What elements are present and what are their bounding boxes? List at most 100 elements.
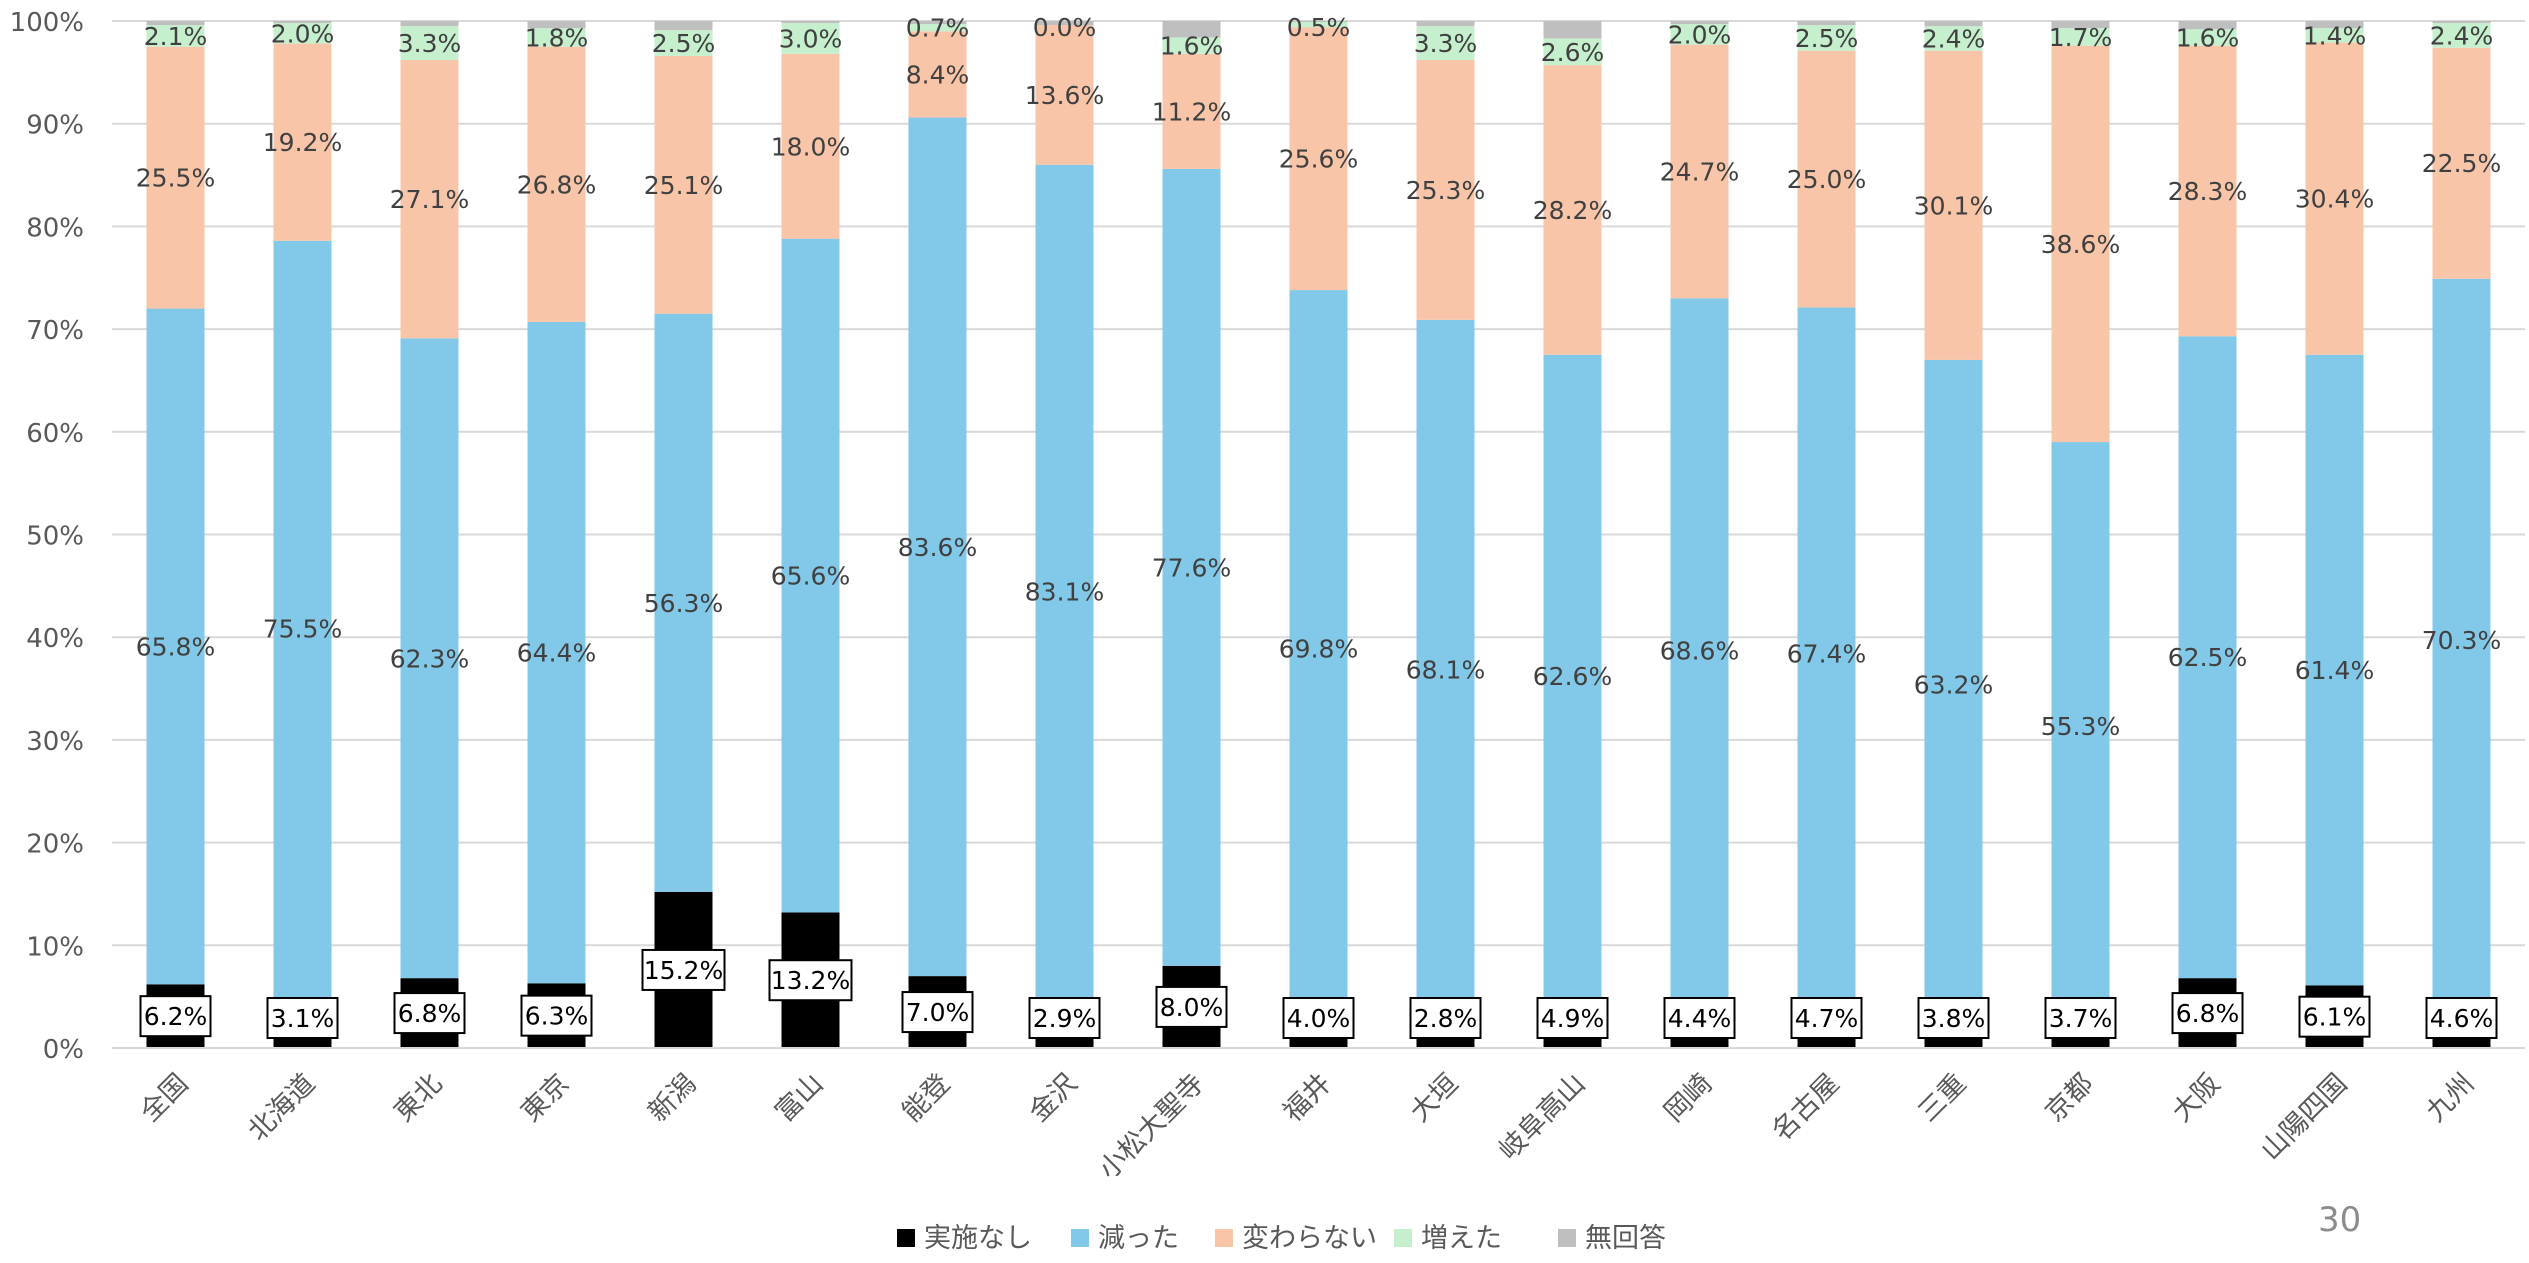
bar-segment bbox=[2178, 21, 2237, 30]
data-label: 4.9% bbox=[1541, 1004, 1605, 1033]
data-label: 2.4% bbox=[1922, 24, 1986, 53]
data-label-box bbox=[266, 997, 339, 1039]
x-tick-label: 小松大聖寺 bbox=[1093, 1068, 1210, 1185]
page-number: 30 bbox=[2318, 1200, 2362, 1240]
data-label: 6.8% bbox=[2176, 999, 2240, 1028]
data-label: 1.4% bbox=[2303, 21, 2367, 50]
data-label: 70.3% bbox=[2422, 626, 2501, 655]
bar-segment bbox=[2051, 442, 2110, 1011]
legend-label: 変わらない bbox=[1242, 1223, 1377, 1254]
data-label: 3.1% bbox=[271, 1004, 335, 1033]
x-tick-label: 福井 bbox=[1277, 1068, 1337, 1128]
data-label: 22.5% bbox=[2422, 149, 2501, 178]
bar-segment bbox=[146, 46, 205, 309]
data-label: 62.3% bbox=[390, 644, 469, 673]
data-label-box bbox=[393, 992, 466, 1035]
bar-segment bbox=[400, 26, 459, 61]
data-label: 3.7% bbox=[2049, 1004, 2113, 1033]
data-label: 1.7% bbox=[2049, 23, 2113, 52]
data-label: 68.1% bbox=[1406, 656, 1485, 685]
data-label: 2.0% bbox=[271, 19, 335, 48]
bar-segment bbox=[1670, 21, 1729, 25]
data-label: 25.6% bbox=[1279, 145, 1358, 174]
x-tick-label: 全国 bbox=[134, 1068, 194, 1128]
data-label: 62.5% bbox=[2168, 643, 2247, 672]
x-tick-label: 富山 bbox=[769, 1068, 829, 1128]
y-tick-label: 80% bbox=[26, 213, 84, 243]
data-label: 2.4% bbox=[2430, 21, 2494, 50]
data-label-box bbox=[1790, 997, 1863, 1039]
data-label: 83.1% bbox=[1025, 577, 1104, 606]
data-label: 2.6% bbox=[1541, 38, 1605, 67]
bar-segment bbox=[1670, 44, 1729, 299]
data-label: 25.0% bbox=[1787, 165, 1866, 194]
data-label: 2.9% bbox=[1033, 1004, 1097, 1033]
data-label: 56.3% bbox=[644, 589, 723, 618]
legend-swatch bbox=[897, 1229, 915, 1247]
data-label: 19.2% bbox=[263, 128, 342, 157]
data-label-box bbox=[1409, 997, 1482, 1039]
bar-segment bbox=[781, 23, 840, 54]
x-tick-label: 東北 bbox=[388, 1068, 448, 1128]
bar-segment bbox=[273, 21, 332, 24]
bar-segment bbox=[654, 313, 713, 892]
x-tick-label: 東京 bbox=[515, 1068, 575, 1128]
bar-segment bbox=[2305, 21, 2364, 29]
data-label: 13.2% bbox=[771, 966, 850, 995]
bar-segment bbox=[1289, 290, 1348, 1007]
bar-segment bbox=[1035, 21, 1094, 26]
y-tick-label: 20% bbox=[26, 830, 84, 860]
bar-segment bbox=[1035, 25, 1094, 165]
data-label: 4.4% bbox=[1668, 1004, 1732, 1033]
data-label: 0.0% bbox=[1033, 13, 1097, 42]
bar-segment bbox=[908, 117, 967, 977]
x-tick-label: 九州 bbox=[2420, 1068, 2480, 1128]
data-label: 6.3% bbox=[525, 1002, 589, 1031]
data-label: 4.6% bbox=[2430, 1004, 2494, 1033]
data-label: 0.7% bbox=[906, 14, 970, 43]
bar-segment bbox=[654, 21, 713, 31]
bar-segment bbox=[1035, 164, 1094, 1019]
data-label: 83.6% bbox=[898, 533, 977, 562]
bar-segment bbox=[527, 46, 586, 322]
bar-segment bbox=[1797, 21, 1856, 26]
data-label: 1.6% bbox=[1160, 32, 1224, 61]
data-label: 3.0% bbox=[779, 24, 843, 53]
x-tick-label: 三重 bbox=[1912, 1068, 1972, 1128]
bar-segment bbox=[1416, 319, 1475, 1020]
data-label: 64.4% bbox=[517, 639, 596, 668]
data-label: 0.5% bbox=[1287, 13, 1351, 42]
bar-segment bbox=[781, 53, 840, 239]
data-label: 18.0% bbox=[771, 132, 850, 161]
data-label: 28.2% bbox=[1533, 196, 1612, 225]
data-label: 55.3% bbox=[2041, 712, 2120, 741]
data-label: 2.0% bbox=[1668, 20, 1732, 49]
data-label: 65.6% bbox=[771, 562, 850, 591]
y-axis: 0% 10% 20% 30% 40% 50% 60% 70% 80% 90% 100% bbox=[10, 8, 84, 1065]
data-label: 15.2% bbox=[644, 956, 723, 985]
bar-segment bbox=[400, 60, 459, 339]
bar-segment bbox=[908, 31, 967, 118]
x-tick-label: 大垣 bbox=[1404, 1068, 1464, 1128]
bar-segment bbox=[908, 21, 967, 25]
bar-segment bbox=[146, 308, 205, 985]
bar-segment bbox=[1670, 298, 1729, 1003]
data-label: 25.1% bbox=[644, 171, 723, 200]
legend-label: 無回答 bbox=[1585, 1223, 1666, 1254]
y-tick-label: 0% bbox=[43, 1035, 84, 1065]
bar-segment bbox=[2305, 42, 2364, 355]
data-label: 62.6% bbox=[1533, 662, 1612, 691]
bar-segment bbox=[400, 21, 459, 27]
bar-segment bbox=[781, 238, 840, 913]
bar-segment bbox=[1797, 307, 1856, 1000]
bar-segment bbox=[1543, 65, 1602, 355]
data-label: 3.8% bbox=[1922, 1004, 1986, 1033]
bar-segment bbox=[1543, 38, 1602, 66]
data-label: 3.3% bbox=[1414, 29, 1478, 58]
data-label: 2.8% bbox=[1414, 1004, 1478, 1033]
data-label: 27.1% bbox=[390, 185, 469, 214]
legend-swatch bbox=[1558, 1229, 1576, 1247]
bar-segment bbox=[1289, 22, 1348, 28]
data-label: 24.7% bbox=[1660, 157, 1739, 186]
bar-segment bbox=[2051, 28, 2110, 46]
